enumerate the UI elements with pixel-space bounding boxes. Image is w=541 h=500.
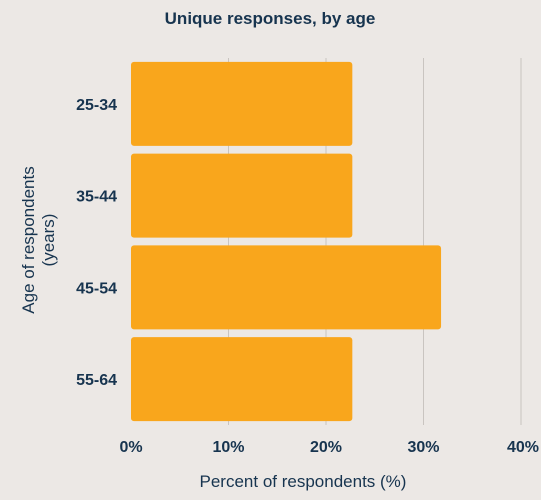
y-tick-label: 55-64	[76, 372, 117, 389]
x-tick-label: 0%	[119, 439, 142, 456]
y-tick-labels: 25-34 35-44 45-54 55-64	[76, 97, 117, 389]
x-tick-labels: 0% 10% 20% 30% 40%	[119, 439, 539, 456]
bar-35-44	[131, 153, 353, 238]
y-tick-label: 25-34	[76, 97, 117, 114]
x-tick-label: 10%	[212, 439, 244, 456]
y-tick-label: 35-44	[76, 189, 117, 206]
x-tick-label: 20%	[310, 439, 342, 456]
y-axis-label-line-1: Age of respondents	[19, 166, 38, 313]
x-axis-label: Percent of respondents (%)	[200, 472, 407, 491]
x-tick-label: 30%	[407, 439, 439, 456]
bar-45-54	[131, 245, 442, 330]
chart-title: Unique responses, by age	[165, 9, 376, 28]
bars	[131, 61, 442, 422]
x-tick-label: 40%	[507, 439, 539, 456]
bar-55-64	[131, 337, 353, 422]
y-axis-label-line-2: (years)	[39, 214, 58, 267]
y-tick-label: 45-54	[76, 280, 117, 297]
bar-25-34	[131, 61, 353, 146]
y-axis-label: Age of respondents (years)	[19, 166, 58, 313]
